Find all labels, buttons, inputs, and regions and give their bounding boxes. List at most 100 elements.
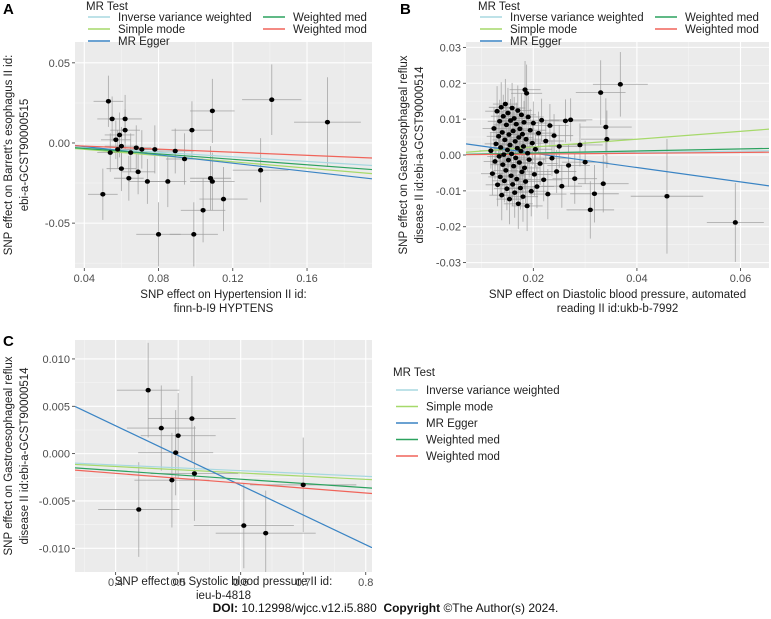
- data-point: [519, 169, 525, 175]
- data-point: [506, 196, 513, 202]
- data-point: [527, 127, 533, 133]
- data-point: [520, 144, 527, 149]
- y-axis-title: SNP effect on Barrett's esophagus II id:: [3, 55, 15, 256]
- x-tick-label: 0.12: [222, 273, 243, 285]
- data-point: [189, 127, 195, 133]
- data-point: [155, 232, 162, 237]
- data-point: [515, 108, 521, 113]
- data-point: [488, 148, 494, 153]
- regression-line-weighted-mod: [75, 145, 372, 159]
- data-point: [591, 191, 598, 197]
- data-point: [491, 126, 497, 131]
- data-point: [526, 157, 532, 162]
- legend-label: Simple mode: [426, 402, 493, 414]
- data-point: [136, 507, 142, 512]
- data-point: [529, 140, 535, 146]
- panel-label-a: A: [3, 1, 14, 18]
- data-point: [522, 179, 529, 184]
- x-tick-label: 0.6: [233, 577, 248, 589]
- data-point: [732, 220, 738, 225]
- data-point: [521, 165, 528, 171]
- y-tick-label: 0.03: [440, 42, 461, 54]
- plot-area: [466, 52, 769, 262]
- data-point: [189, 416, 195, 421]
- x-tick-label: 0.8: [358, 577, 373, 589]
- regression-line-weighted-med: [75, 147, 372, 171]
- data-point: [512, 190, 518, 195]
- data-point: [600, 181, 606, 186]
- data-point: [528, 188, 534, 194]
- data-point: [617, 82, 623, 87]
- data-point: [525, 114, 531, 120]
- data-point: [524, 90, 530, 96]
- data-point: [525, 150, 531, 156]
- legend-label: Inverse variance weighted: [510, 12, 644, 24]
- x-tick-label: 0.08: [148, 273, 169, 285]
- data-point: [113, 137, 119, 143]
- x-tick-label: 0.7: [296, 577, 311, 589]
- legend-panel-c: MR Test Inverse variance weighted Simple m…: [393, 367, 560, 463]
- data-point: [497, 174, 503, 180]
- data-point: [504, 147, 511, 153]
- legend-label: Simple mode: [118, 24, 185, 36]
- legend-title: MR Test: [393, 367, 436, 379]
- data-point: [556, 144, 562, 149]
- legend-title: MR Test: [86, 1, 129, 13]
- mr-scatter-figure: 0.04 0.08 0.12 0.16 -0.05 0.00 0.05 SNP effect …: [3, 1, 769, 601]
- data-point: [191, 471, 198, 476]
- x-axis-title: reading II id:ukb-b-7992: [557, 303, 678, 315]
- data-point: [508, 173, 514, 179]
- data-point: [175, 433, 181, 438]
- legend-label: MR Egger: [510, 36, 562, 48]
- data-point: [118, 143, 125, 149]
- y-tick-label: -0.005: [39, 496, 70, 508]
- panel-label-c: C: [3, 333, 14, 350]
- x-tick-label: 0.04: [74, 273, 95, 285]
- figure-footer: DOI: 10.12998/wjcc.v12.i5.880 Copyright …: [0, 601, 771, 615]
- data-point: [515, 201, 521, 207]
- data-point: [543, 138, 549, 144]
- x-tick-label: 0.4: [108, 577, 123, 589]
- panel-b: 0.02 0.04 0.06 -0.03 -0.02 -0.01 0.00 0.01 0.02 0…: [398, 1, 769, 315]
- data-point: [541, 177, 547, 183]
- regression-line-mr-egger: [466, 143, 769, 187]
- data-point: [519, 131, 526, 137]
- data-point: [501, 178, 507, 184]
- y-tick-label: 0.00: [49, 138, 70, 150]
- data-point: [173, 450, 179, 455]
- legend-label: Simple mode: [510, 24, 577, 36]
- data-point: [539, 117, 545, 123]
- data-point: [509, 105, 515, 111]
- data-point: [511, 163, 517, 169]
- data-point: [258, 167, 264, 173]
- data-point: [496, 134, 502, 139]
- data-point: [139, 147, 145, 152]
- data-point: [514, 176, 520, 182]
- y-tick-label: 0.00: [440, 150, 461, 162]
- data-point: [165, 179, 171, 184]
- data-point: [263, 530, 269, 536]
- legend-title: MR Test: [478, 1, 521, 13]
- data-point: [172, 148, 178, 154]
- y-tick-label: 0.01: [440, 114, 461, 126]
- data-point: [499, 192, 505, 198]
- data-point: [492, 159, 498, 164]
- data-point: [664, 193, 670, 199]
- data-point: [133, 145, 139, 151]
- y-axis-title: SNP effect on Gastroesophageal reflux: [398, 55, 410, 254]
- data-point: [513, 155, 519, 161]
- data-point: [501, 152, 507, 157]
- data-point: [498, 145, 504, 150]
- data-point: [521, 120, 527, 125]
- data-point: [587, 207, 593, 213]
- data-point: [497, 118, 503, 124]
- data-point: [100, 191, 106, 197]
- data-point: [523, 136, 529, 142]
- data-point: [122, 116, 128, 122]
- plot-background: [75, 340, 372, 572]
- data-point: [520, 194, 526, 199]
- data-point: [494, 182, 501, 188]
- legend-label: Weighted med: [293, 12, 367, 24]
- data-point: [506, 132, 512, 137]
- data-point: [494, 108, 500, 114]
